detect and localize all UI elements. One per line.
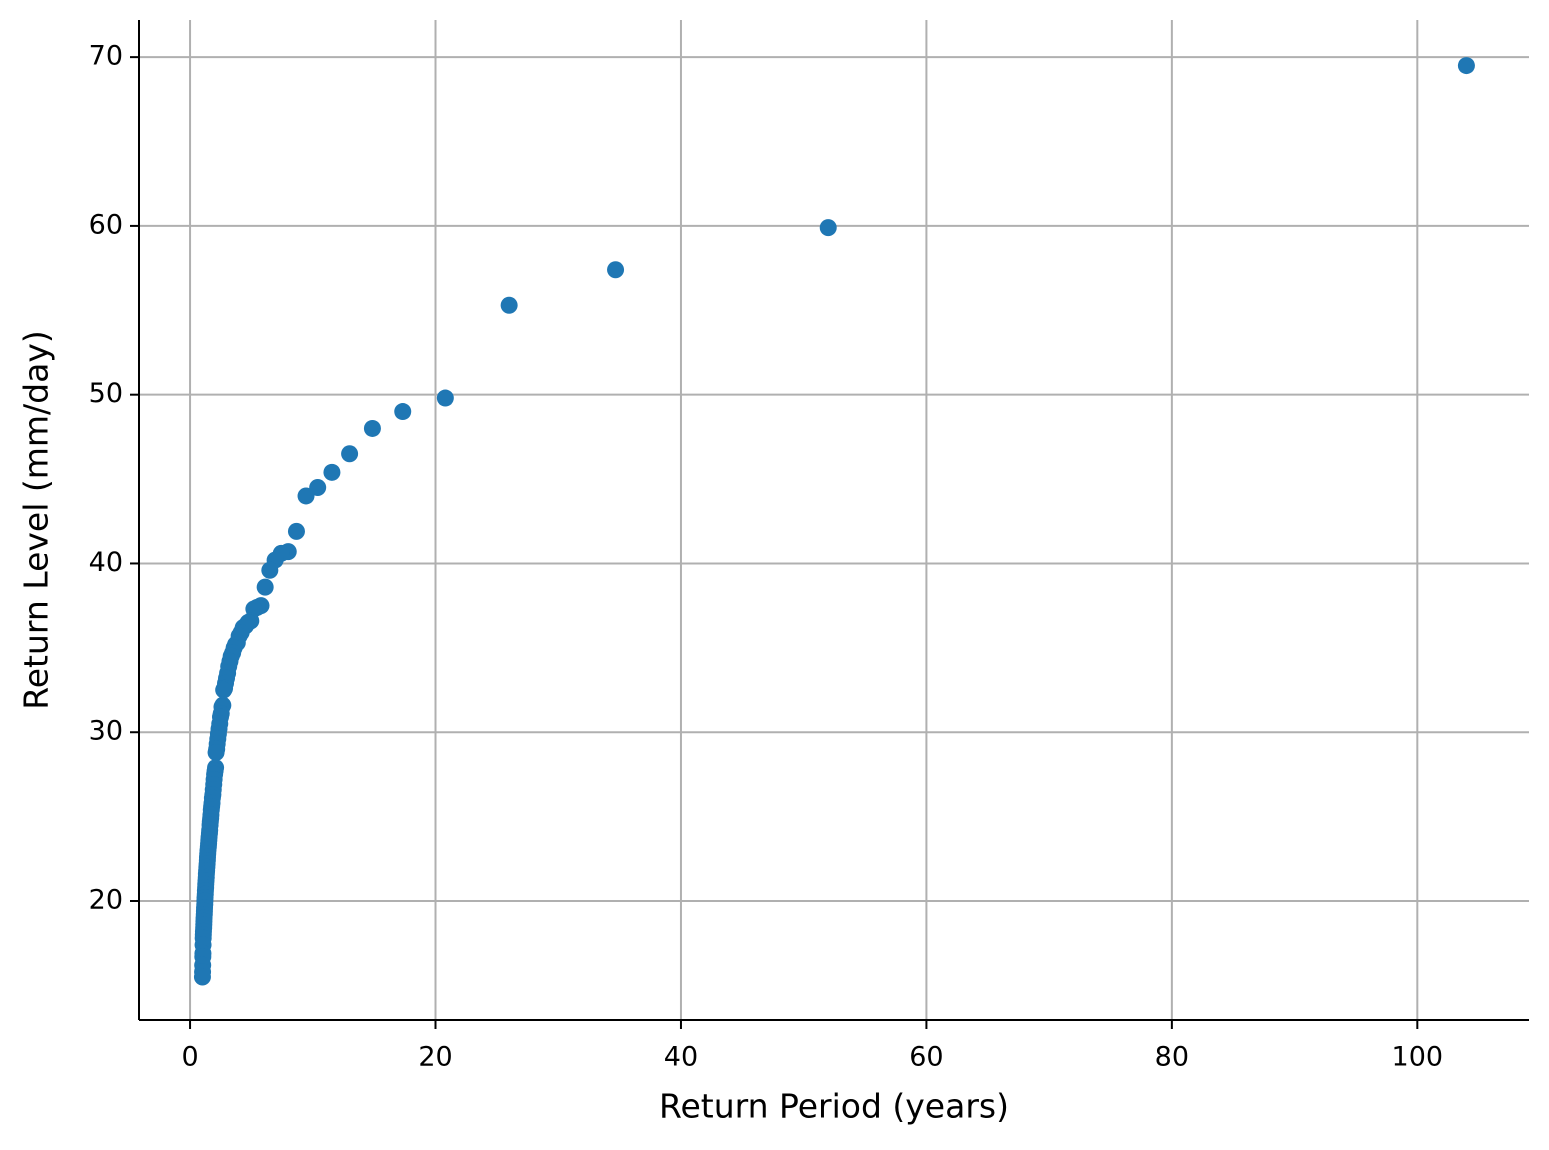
y-tick-label: 50 <box>89 378 123 409</box>
point <box>500 296 518 314</box>
x-tick-label: 40 <box>664 1042 698 1073</box>
y-tick-label: 40 <box>89 547 123 578</box>
point <box>607 261 625 279</box>
point <box>1457 57 1475 75</box>
point <box>207 743 225 761</box>
x-axis-label: Return Period (years) <box>659 1087 1009 1126</box>
point <box>193 968 211 986</box>
y-axis-label: Return Level (mm/day) <box>17 330 56 709</box>
point <box>363 419 381 437</box>
point <box>436 389 454 407</box>
x-tick-label: 60 <box>909 1042 943 1073</box>
point <box>287 522 305 540</box>
x-tick-label: 20 <box>418 1042 452 1073</box>
point <box>323 463 341 481</box>
x-tick-label: 80 <box>1155 1042 1189 1073</box>
point <box>819 219 837 237</box>
y-tick-label: 30 <box>89 716 123 747</box>
point <box>394 403 412 421</box>
y-tick-label: 60 <box>89 209 123 240</box>
y-tick-label: 70 <box>89 41 123 72</box>
x-tick-label: 0 <box>181 1042 198 1073</box>
x-tick-label: 100 <box>1392 1042 1444 1073</box>
y-tick-label: 20 <box>89 885 123 916</box>
point <box>341 445 359 463</box>
point <box>256 578 274 596</box>
point <box>309 479 327 497</box>
point <box>215 681 233 699</box>
point <box>261 561 279 579</box>
point <box>297 487 315 505</box>
